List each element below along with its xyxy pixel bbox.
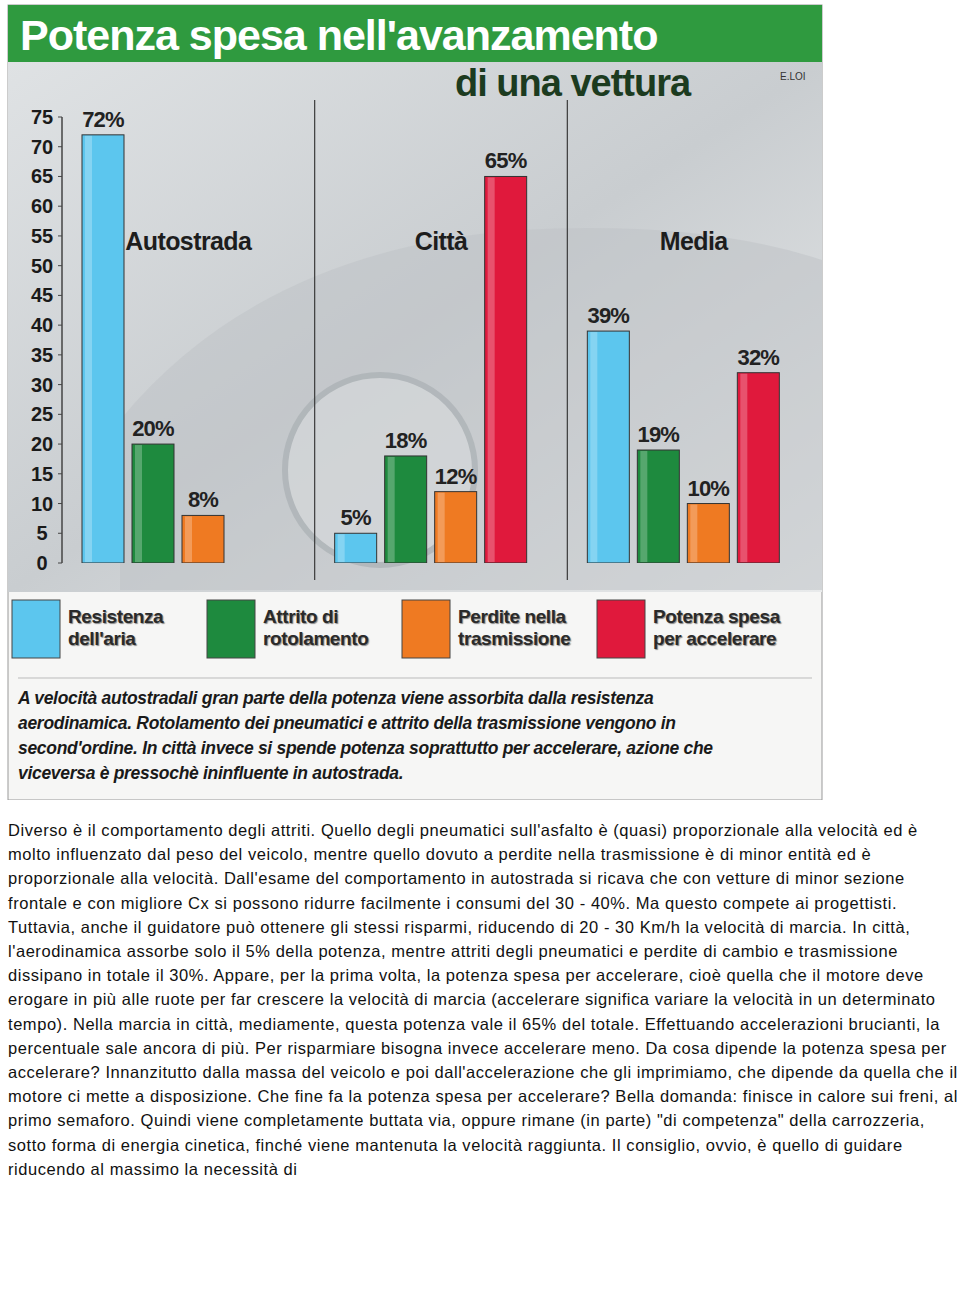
group-divider [314, 100, 315, 580]
data-label: 65% [485, 148, 527, 173]
data-label: 19% [638, 422, 680, 447]
bar-highlight [85, 136, 92, 562]
group-divider [567, 100, 568, 580]
legend-swatch [402, 600, 450, 658]
legend-swatch [597, 600, 645, 658]
data-label: 10% [688, 476, 730, 501]
data-label: 20% [132, 416, 174, 441]
y-tick-label: 50 [31, 255, 53, 277]
bar-highlight [338, 534, 345, 562]
bar [637, 450, 679, 563]
legend-swatch [12, 600, 60, 658]
caption: A velocità autostradali gran parte della… [18, 686, 738, 786]
bar [385, 456, 427, 563]
data-label: 32% [738, 345, 780, 370]
bar [335, 533, 377, 563]
y-tick-label: 30 [31, 374, 53, 396]
bar-highlight [135, 445, 142, 562]
category-label: Autostrada [125, 227, 253, 255]
bar [132, 444, 174, 563]
y-tick [58, 295, 62, 296]
data-label: 12% [435, 464, 477, 489]
body-paragraph: Diverso è il comportamento degli attriti… [8, 818, 960, 1181]
legend-label: Potenza spesa per accelerare [653, 606, 788, 650]
legend-label: Resistenza dell'aria [68, 606, 203, 650]
bar-highlight [590, 332, 597, 562]
bar-highlight [690, 505, 697, 562]
separator [18, 678, 812, 679]
bar [485, 176, 527, 563]
chart: Potenza spesa nell'avanzamentodi una vet… [0, 0, 960, 800]
y-tick [58, 563, 62, 564]
legend-swatch [207, 600, 255, 658]
y-axis [61, 117, 63, 563]
category-label: Città [415, 227, 468, 255]
y-tick-label: 65 [31, 165, 53, 187]
legend-label: Attrito di rotolamento [263, 606, 398, 650]
bar-highlight [388, 457, 395, 562]
y-tick-label: 5 [36, 522, 47, 544]
y-tick-label: 55 [31, 225, 53, 247]
data-label: 18% [385, 428, 427, 453]
legend-label: Perdite nella trasmissione [458, 606, 593, 650]
y-tick-label: 10 [31, 493, 53, 515]
bar [182, 515, 224, 563]
y-tick [58, 206, 62, 207]
data-label: 39% [588, 303, 630, 328]
y-tick [58, 265, 62, 266]
data-labels: 72% 5% 39% 20% 18% 19% 8% 12% 10% 65% 32% [82, 107, 779, 530]
bar [587, 331, 629, 563]
y-tick [58, 117, 62, 118]
y-tick-label: 25 [31, 403, 53, 425]
y-tick [58, 384, 62, 385]
bar-highlight [640, 451, 647, 562]
credit: E.LOI [780, 71, 806, 82]
y-tick [58, 533, 62, 534]
y-tick [58, 414, 62, 415]
bar [687, 504, 729, 563]
y-tick [58, 473, 62, 474]
data-label: 72% [82, 107, 124, 132]
y-tick-label: 20 [31, 433, 53, 455]
data-label: 8% [188, 487, 218, 512]
header-band [8, 5, 822, 62]
bar-highlight [740, 374, 747, 562]
y-tick [58, 176, 62, 177]
y-tick [58, 146, 62, 147]
y-tick-label: 70 [31, 136, 53, 158]
bars [82, 135, 779, 563]
y-tick-label: 0 [36, 552, 47, 574]
category-label: Media [660, 227, 730, 255]
bar [435, 492, 477, 563]
title: Potenza spesa nell'avanzamento [20, 11, 657, 59]
subtitle: di una vettura [455, 62, 692, 104]
bar-highlight [488, 177, 495, 562]
y-tick-label: 45 [31, 284, 53, 306]
car-shape [120, 228, 822, 590]
y-tick [58, 325, 62, 326]
y-tick [58, 235, 62, 236]
y-tick [58, 354, 62, 355]
page: {"chart_data": {"type": "bar", "title": … [0, 0, 960, 1305]
bar [82, 135, 124, 563]
data-label: 5% [341, 505, 371, 530]
y-tick-label: 40 [31, 314, 53, 336]
panel [8, 5, 822, 800]
y-tick-label: 60 [31, 195, 53, 217]
y-tick-label: 75 [31, 106, 53, 128]
y-tick [58, 503, 62, 504]
bar-highlight [438, 493, 445, 562]
y-tick-label: 35 [31, 344, 53, 366]
bar-highlight [185, 516, 192, 562]
photo-bg [8, 62, 822, 592]
y-tick-label: 15 [31, 463, 53, 485]
y-tick [58, 444, 62, 445]
bar [737, 373, 779, 563]
